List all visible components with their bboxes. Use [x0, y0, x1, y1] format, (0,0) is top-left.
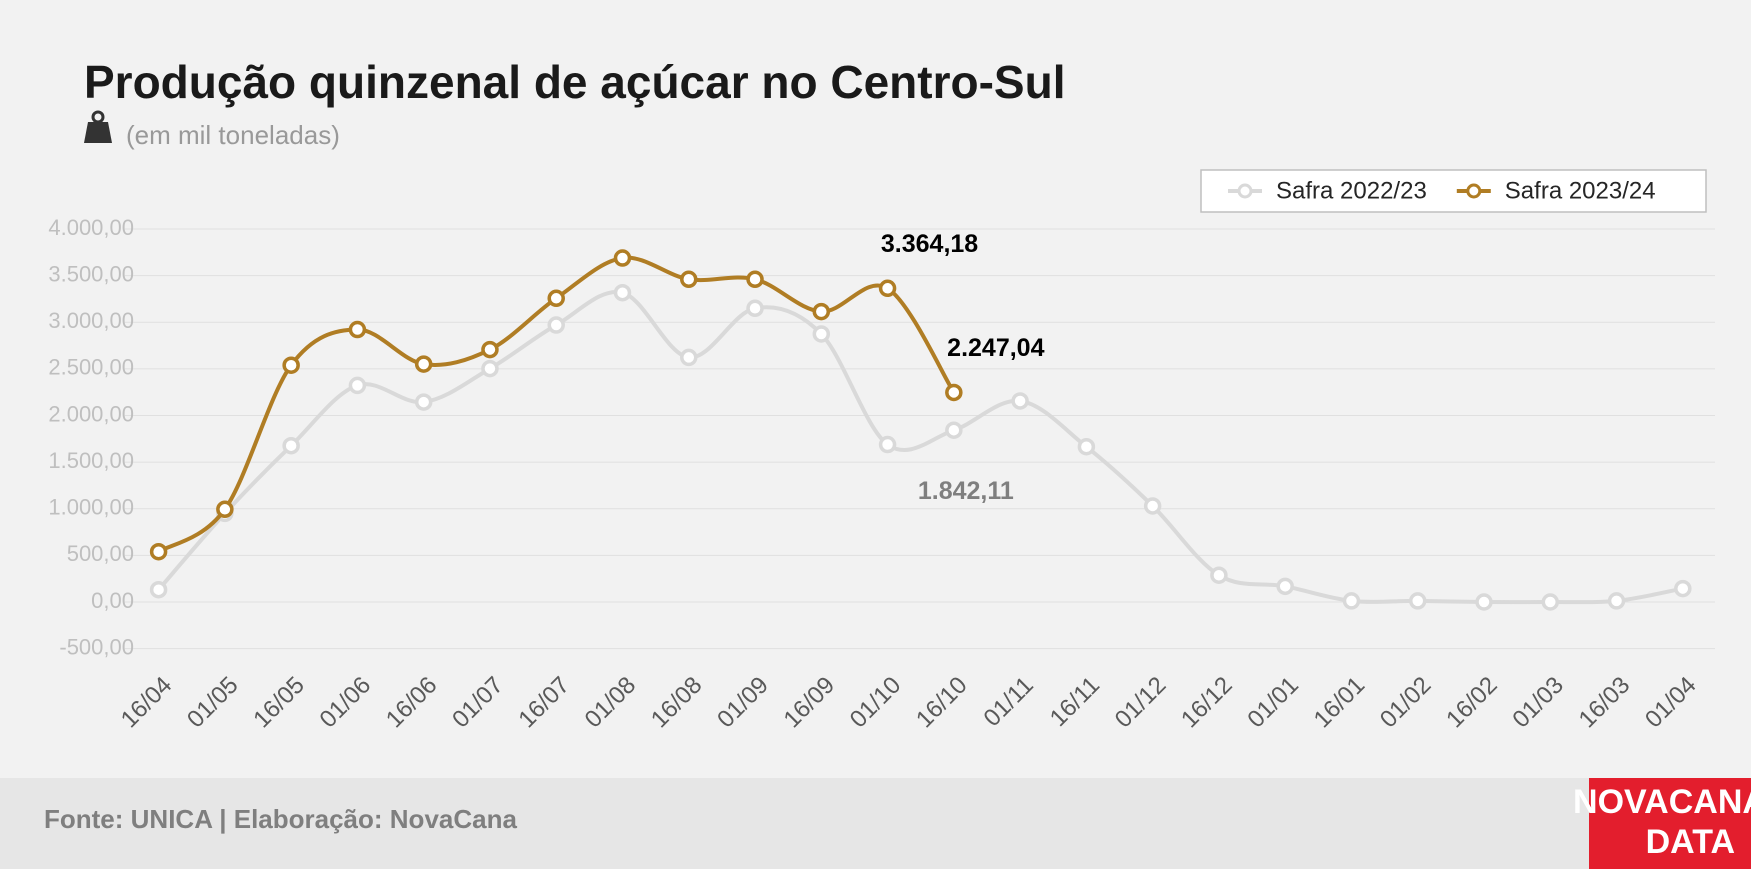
- marker: [613, 249, 632, 267]
- marker: [746, 299, 764, 318]
- marker: [945, 383, 963, 402]
- marker: [1475, 593, 1493, 611]
- marker: [216, 500, 234, 519]
- logo-text: NOVACANA: [1573, 783, 1751, 821]
- marker: [348, 376, 367, 395]
- logo: [1589, 778, 1751, 869]
- y-tick-label: 0,00: [91, 588, 134, 613]
- legend-marker: [1466, 183, 1482, 199]
- marker: [547, 316, 565, 334]
- marker: [414, 393, 433, 411]
- marker: [613, 283, 632, 302]
- y-tick-label: 500,00: [67, 541, 134, 566]
- marker: [1210, 566, 1228, 584]
- footer: [0, 778, 1751, 869]
- y-tick-label: 1.500,00: [48, 448, 134, 473]
- marker: [812, 302, 831, 321]
- data-label: 2.247,04: [947, 334, 1044, 362]
- marker: [348, 320, 367, 339]
- marker: [414, 355, 433, 373]
- marker: [1143, 497, 1162, 515]
- marker: [282, 356, 300, 374]
- marker: [1541, 593, 1560, 611]
- y-tick-label: 2.000,00: [48, 401, 134, 426]
- marker: [878, 435, 897, 454]
- marker: [1674, 579, 1692, 598]
- data-label: 1.842,11: [918, 477, 1014, 505]
- y-tick-label: 3.000,00: [48, 308, 134, 333]
- marker: [149, 580, 168, 599]
- marker: [1011, 392, 1029, 410]
- marker: [547, 289, 565, 308]
- marker: [481, 340, 499, 359]
- marker: [1607, 592, 1626, 610]
- y-tick-label: 3.500,00: [48, 261, 134, 286]
- marker: [680, 348, 698, 367]
- legend-label: Safra 2022/23: [1276, 177, 1427, 204]
- source: Fonte: UNICA | Elaboração: NovaCana: [44, 804, 517, 834]
- marker: [812, 325, 831, 343]
- weight-icon: [84, 110, 112, 143]
- data-label: 3.364,18: [881, 230, 978, 258]
- marker: [746, 270, 764, 289]
- marker: [149, 542, 168, 561]
- legend: [1200, 169, 1707, 213]
- marker: [1276, 577, 1294, 596]
- y-tick-label: 2.500,00: [48, 355, 134, 380]
- marker: [945, 421, 963, 439]
- marker: [878, 279, 897, 298]
- y-tick-label: 1.000,00: [48, 495, 134, 520]
- legend-marker: [1237, 183, 1253, 199]
- chart-subtitle: (em mil toneladas): [126, 120, 340, 150]
- legend-label: Safra 2023/24: [1505, 177, 1656, 204]
- y-tick-label: 4.000,00: [48, 215, 134, 240]
- chart-title: Produção quinzenal de açúcar no Centro-S…: [84, 56, 1065, 108]
- logo-text: DATA: [1646, 823, 1735, 861]
- y-tick-label: -500,00: [59, 634, 134, 659]
- marker: [481, 359, 499, 378]
- marker: [1408, 592, 1427, 610]
- marker: [1077, 437, 1096, 456]
- marker: [1342, 592, 1361, 610]
- marker: [282, 436, 300, 455]
- marker: [680, 270, 698, 289]
